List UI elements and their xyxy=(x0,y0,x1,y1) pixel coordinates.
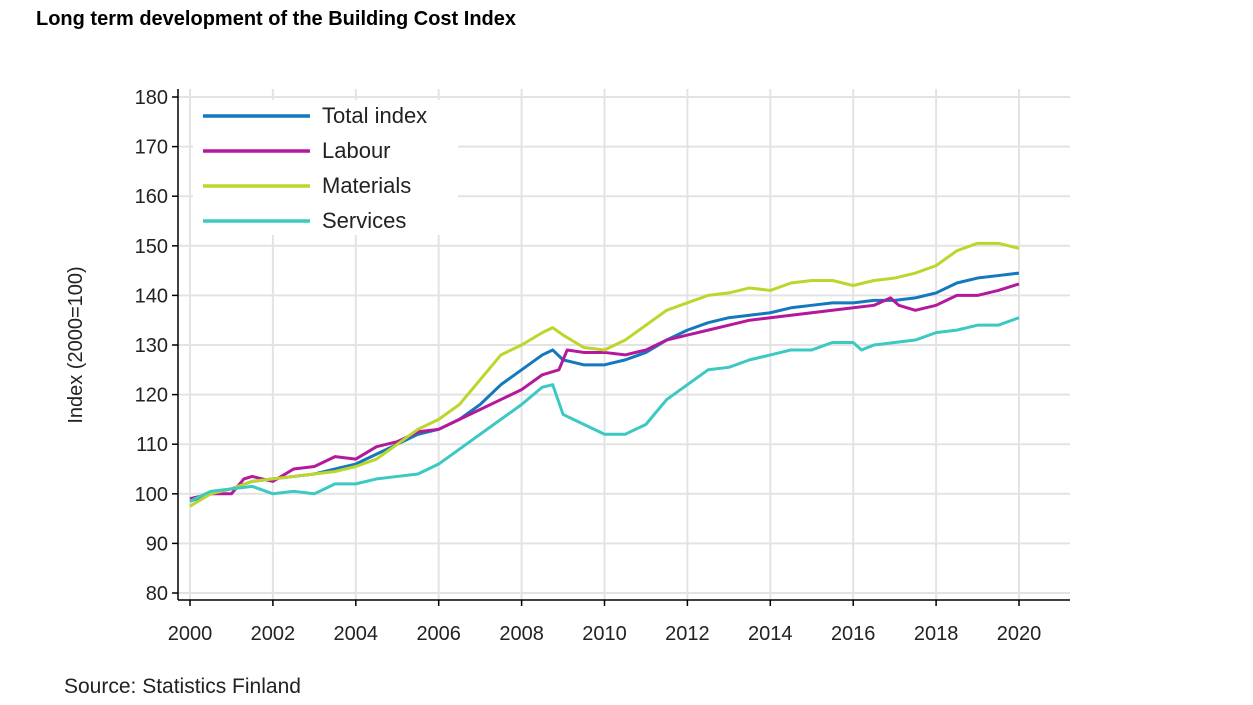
source-note: Source: Statistics Finland xyxy=(64,675,301,698)
y-axis-label: Index (2000=100) xyxy=(65,266,87,423)
y-tick-label: 80 xyxy=(146,583,168,605)
legend-box xyxy=(193,100,458,235)
legend-label: Materials xyxy=(322,173,411,198)
y-tick-label: 150 xyxy=(135,236,168,258)
x-tick-label: 2000 xyxy=(168,623,213,645)
x-tick-label: 2006 xyxy=(416,623,461,645)
x-tick-label: 2002 xyxy=(251,623,296,645)
x-tick-label: 2014 xyxy=(748,623,793,645)
series-line-materials xyxy=(189,241,1020,508)
series-line-total-index xyxy=(189,271,1020,503)
x-tick-label: 2012 xyxy=(665,623,710,645)
x-tick-label: 2010 xyxy=(582,623,627,645)
x-tick-label: 2020 xyxy=(997,623,1042,645)
y-tick-label: 120 xyxy=(135,385,168,407)
series-line-labour xyxy=(189,282,1020,501)
legend-label: Total index xyxy=(322,103,427,128)
chart-title: Long term development of the Building Co… xyxy=(36,8,517,30)
y-tick-label: 130 xyxy=(135,335,168,357)
x-tick-label: 2004 xyxy=(334,623,379,645)
y-tick-label: 140 xyxy=(135,285,168,307)
x-tick-label: 2018 xyxy=(914,623,959,645)
legend-label: Services xyxy=(322,208,406,233)
x-tick-label: 2016 xyxy=(831,623,876,645)
series-line-services xyxy=(189,316,1020,503)
y-tick-label: 170 xyxy=(135,137,168,159)
y-tick-label: 90 xyxy=(146,533,168,555)
y-tick-label: 160 xyxy=(135,186,168,208)
y-tick-label: 100 xyxy=(135,484,168,506)
y-tick-label: 180 xyxy=(135,87,168,109)
y-tick-label: 110 xyxy=(136,434,168,456)
legend-label: Labour xyxy=(322,138,391,163)
x-tick-label: 2008 xyxy=(499,623,544,645)
